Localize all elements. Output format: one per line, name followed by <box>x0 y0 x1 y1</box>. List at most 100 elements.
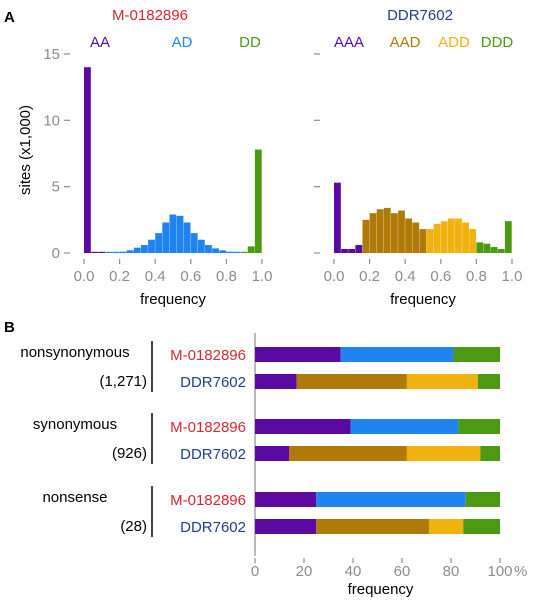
stacked-xtick-label: 60 <box>394 563 411 580</box>
stacked-segment-aad <box>316 519 429 534</box>
histogram-2-legend-aaa: AAA <box>334 34 364 51</box>
histogram-1-bar <box>254 149 262 253</box>
histogram-1-bar <box>98 251 106 253</box>
histogram-2-legend-aad: AAD <box>390 34 421 51</box>
histogram-2-bar <box>383 207 391 253</box>
histogram-2-legend-add: ADD <box>438 34 470 51</box>
histogram-1-legend-aa: AA <box>90 34 110 51</box>
stacked-unit-label: % <box>514 563 527 580</box>
histogram-1-bar <box>169 214 177 253</box>
histogram-2-bar <box>469 229 477 253</box>
histogram-2-xtick-label: 0.2 <box>359 268 380 285</box>
histogram-2-bar <box>412 222 420 253</box>
sample-label: M-0182896 <box>170 419 246 436</box>
stacked-segment-add <box>406 374 478 389</box>
histogram-2-xtick-label: 0.0 <box>324 268 345 285</box>
histogram-1-ytick-label: 5 <box>52 179 60 196</box>
histogram-2-bar <box>504 221 512 253</box>
histogram-2-xtick-label: 0.8 <box>466 268 487 285</box>
histogram-1-bar <box>247 246 255 253</box>
histogram-1-bar <box>190 233 198 253</box>
stacked-xtick-label: 40 <box>345 563 362 580</box>
sample-label: DDR7602 <box>180 519 246 536</box>
histogram-2-bar <box>497 249 505 253</box>
histogram-1-ytick-label: 10 <box>43 112 60 129</box>
histogram-2-x-axis-label: frequency <box>390 291 456 308</box>
histogram-2-bar <box>455 218 462 253</box>
group-count: (1,271) <box>99 373 147 390</box>
histogram-1-bar <box>148 239 155 253</box>
histogram-1-legend-dd: DD <box>239 34 261 51</box>
histogram-1-xtick-label: 0.0 <box>74 268 95 285</box>
panel-b-label: B <box>4 319 15 336</box>
histogram-2-bar <box>376 209 384 253</box>
group-count: (926) <box>112 445 147 462</box>
histogram-2-xtick-label: 0.6 <box>430 268 451 285</box>
histogram-1-title: M-0182896 <box>112 7 188 24</box>
stacked-segment-aa <box>255 492 317 507</box>
histogram-2-bar <box>369 213 377 253</box>
stacked-segment-aad <box>296 374 407 389</box>
histogram-1-xtick-label: 0.6 <box>180 268 201 285</box>
histogram-2-bar <box>362 219 370 253</box>
panel-a-label: A <box>4 9 15 26</box>
histogram-1-xtick-label: 0.4 <box>145 268 166 285</box>
histogram-2: AAA AAD ADD DDD 0.0 0.2 0.4 0.6 0.8 1.0 frequency <box>314 34 522 308</box>
sample-label: DDR7602 <box>180 446 246 463</box>
histogram-2-bar <box>341 249 348 253</box>
histogram-1-bar <box>205 245 212 253</box>
histogram-1-xtick-label: 0.8 <box>216 268 237 285</box>
histogram-2-bar <box>490 247 498 253</box>
group-name-synonymous: synonymous <box>33 416 117 433</box>
histogram-1-bar <box>91 251 98 253</box>
histogram-1-xtick-label: 1.0 <box>252 268 273 285</box>
histogram-1-bar <box>233 251 241 253</box>
histogram-2-bar <box>447 218 455 253</box>
stacked-segment-aad <box>289 446 407 461</box>
stacked-x-axis-label: frequency <box>348 581 414 598</box>
stacked-xtick-label: 100 <box>487 563 512 580</box>
stacked-segment-aaa <box>255 374 297 389</box>
histogram-1-bar <box>112 251 120 253</box>
histogram-2-title: DDR7602 <box>387 7 453 24</box>
stacked-xtick-label: 0 <box>251 563 259 580</box>
histogram-1-bar <box>126 250 134 253</box>
histogram-2-bar <box>426 229 434 253</box>
stacked-segment-aa <box>255 347 341 362</box>
sample-label: M-0182896 <box>170 347 246 364</box>
histogram-2-bar <box>390 213 398 253</box>
histogram-y-axis-label: sites (x1,000) <box>17 105 34 195</box>
histogram-2-bar <box>348 249 356 253</box>
histogram-2-bar <box>419 229 427 253</box>
stacked-segment-ddd <box>463 519 500 534</box>
stacked-xtick-label: 80 <box>443 563 460 580</box>
histogram-2-bar <box>405 218 413 253</box>
histogram-1-bar <box>105 251 113 253</box>
stacked-segment-ddd <box>477 374 500 389</box>
stacked-segment-aaa <box>255 519 317 534</box>
histogram-1-bar <box>240 251 248 253</box>
histogram-2-bar <box>433 223 441 253</box>
histogram-2-bar <box>355 245 363 253</box>
histogram-2-bar <box>440 221 448 253</box>
histogram-1-x-axis-label: frequency <box>140 291 206 308</box>
stacked-segment-dd <box>465 492 500 507</box>
histogram-1-bar <box>197 239 205 253</box>
stacked-segment-add <box>406 446 481 461</box>
histogram-1-bar <box>183 222 191 253</box>
histogram-1-ytick-label: 0 <box>52 245 60 262</box>
histogram-1-bar <box>212 248 219 253</box>
histogram-1: AA AD DD 0 5 10 15 0.0 0.2 0.4 0.6 0.8 1.0 frequency <box>43 34 272 308</box>
histogram-2-xtick-label: 0.4 <box>395 268 416 285</box>
histogram-1-ytick-label: 15 <box>43 46 60 63</box>
stacked-xtick-label: 20 <box>296 563 313 580</box>
histogram-2-bar <box>483 243 491 253</box>
sample-label: DDR7602 <box>180 374 246 391</box>
stacked-segment-ad <box>340 347 454 362</box>
group-count: (28) <box>120 518 147 535</box>
stacked-segment-ddd <box>480 446 500 461</box>
histogram-1-xtick-label: 0.2 <box>109 268 130 285</box>
histogram-1-bar <box>219 250 227 253</box>
histogram-1-bar <box>140 245 148 253</box>
stacked-segment-dd <box>453 347 500 362</box>
